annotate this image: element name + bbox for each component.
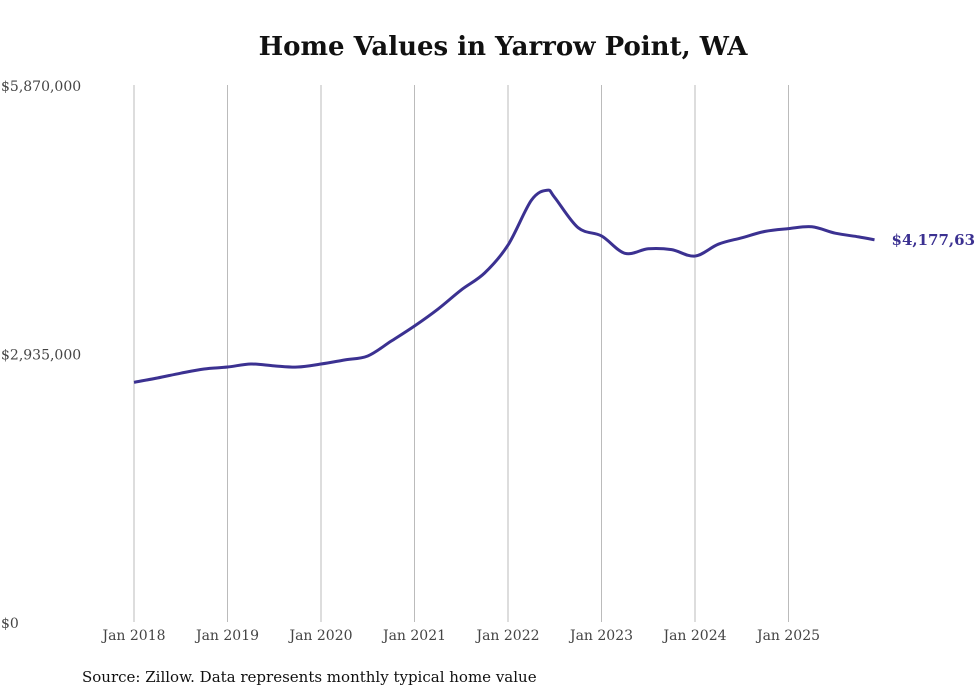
end-value-label: $4,177,63 bbox=[892, 231, 976, 249]
x-tick-label: Jan 2022 bbox=[474, 628, 539, 644]
x-tick-label: Jan 2019 bbox=[194, 628, 259, 644]
x-tick-label: Jan 2021 bbox=[381, 628, 446, 644]
x-tick-label: Jan 2024 bbox=[661, 628, 726, 644]
y-tick-label: $0 bbox=[1, 616, 19, 632]
x-tick-label: Jan 2025 bbox=[755, 628, 820, 644]
y-tick-label: $5,870,000 bbox=[1, 79, 81, 95]
series-line bbox=[133, 188, 875, 384]
chart-title: Home Values in Yarrow Point, WA bbox=[258, 32, 748, 62]
x-tick-label: Jan 2018 bbox=[100, 628, 165, 644]
x-tick-label: Jan 2023 bbox=[568, 628, 633, 644]
x-tick-label: Jan 2020 bbox=[287, 628, 352, 644]
y-tick-label: $2,935,000 bbox=[1, 348, 81, 364]
source-note: Source: Zillow. Data represents monthly … bbox=[82, 668, 537, 686]
